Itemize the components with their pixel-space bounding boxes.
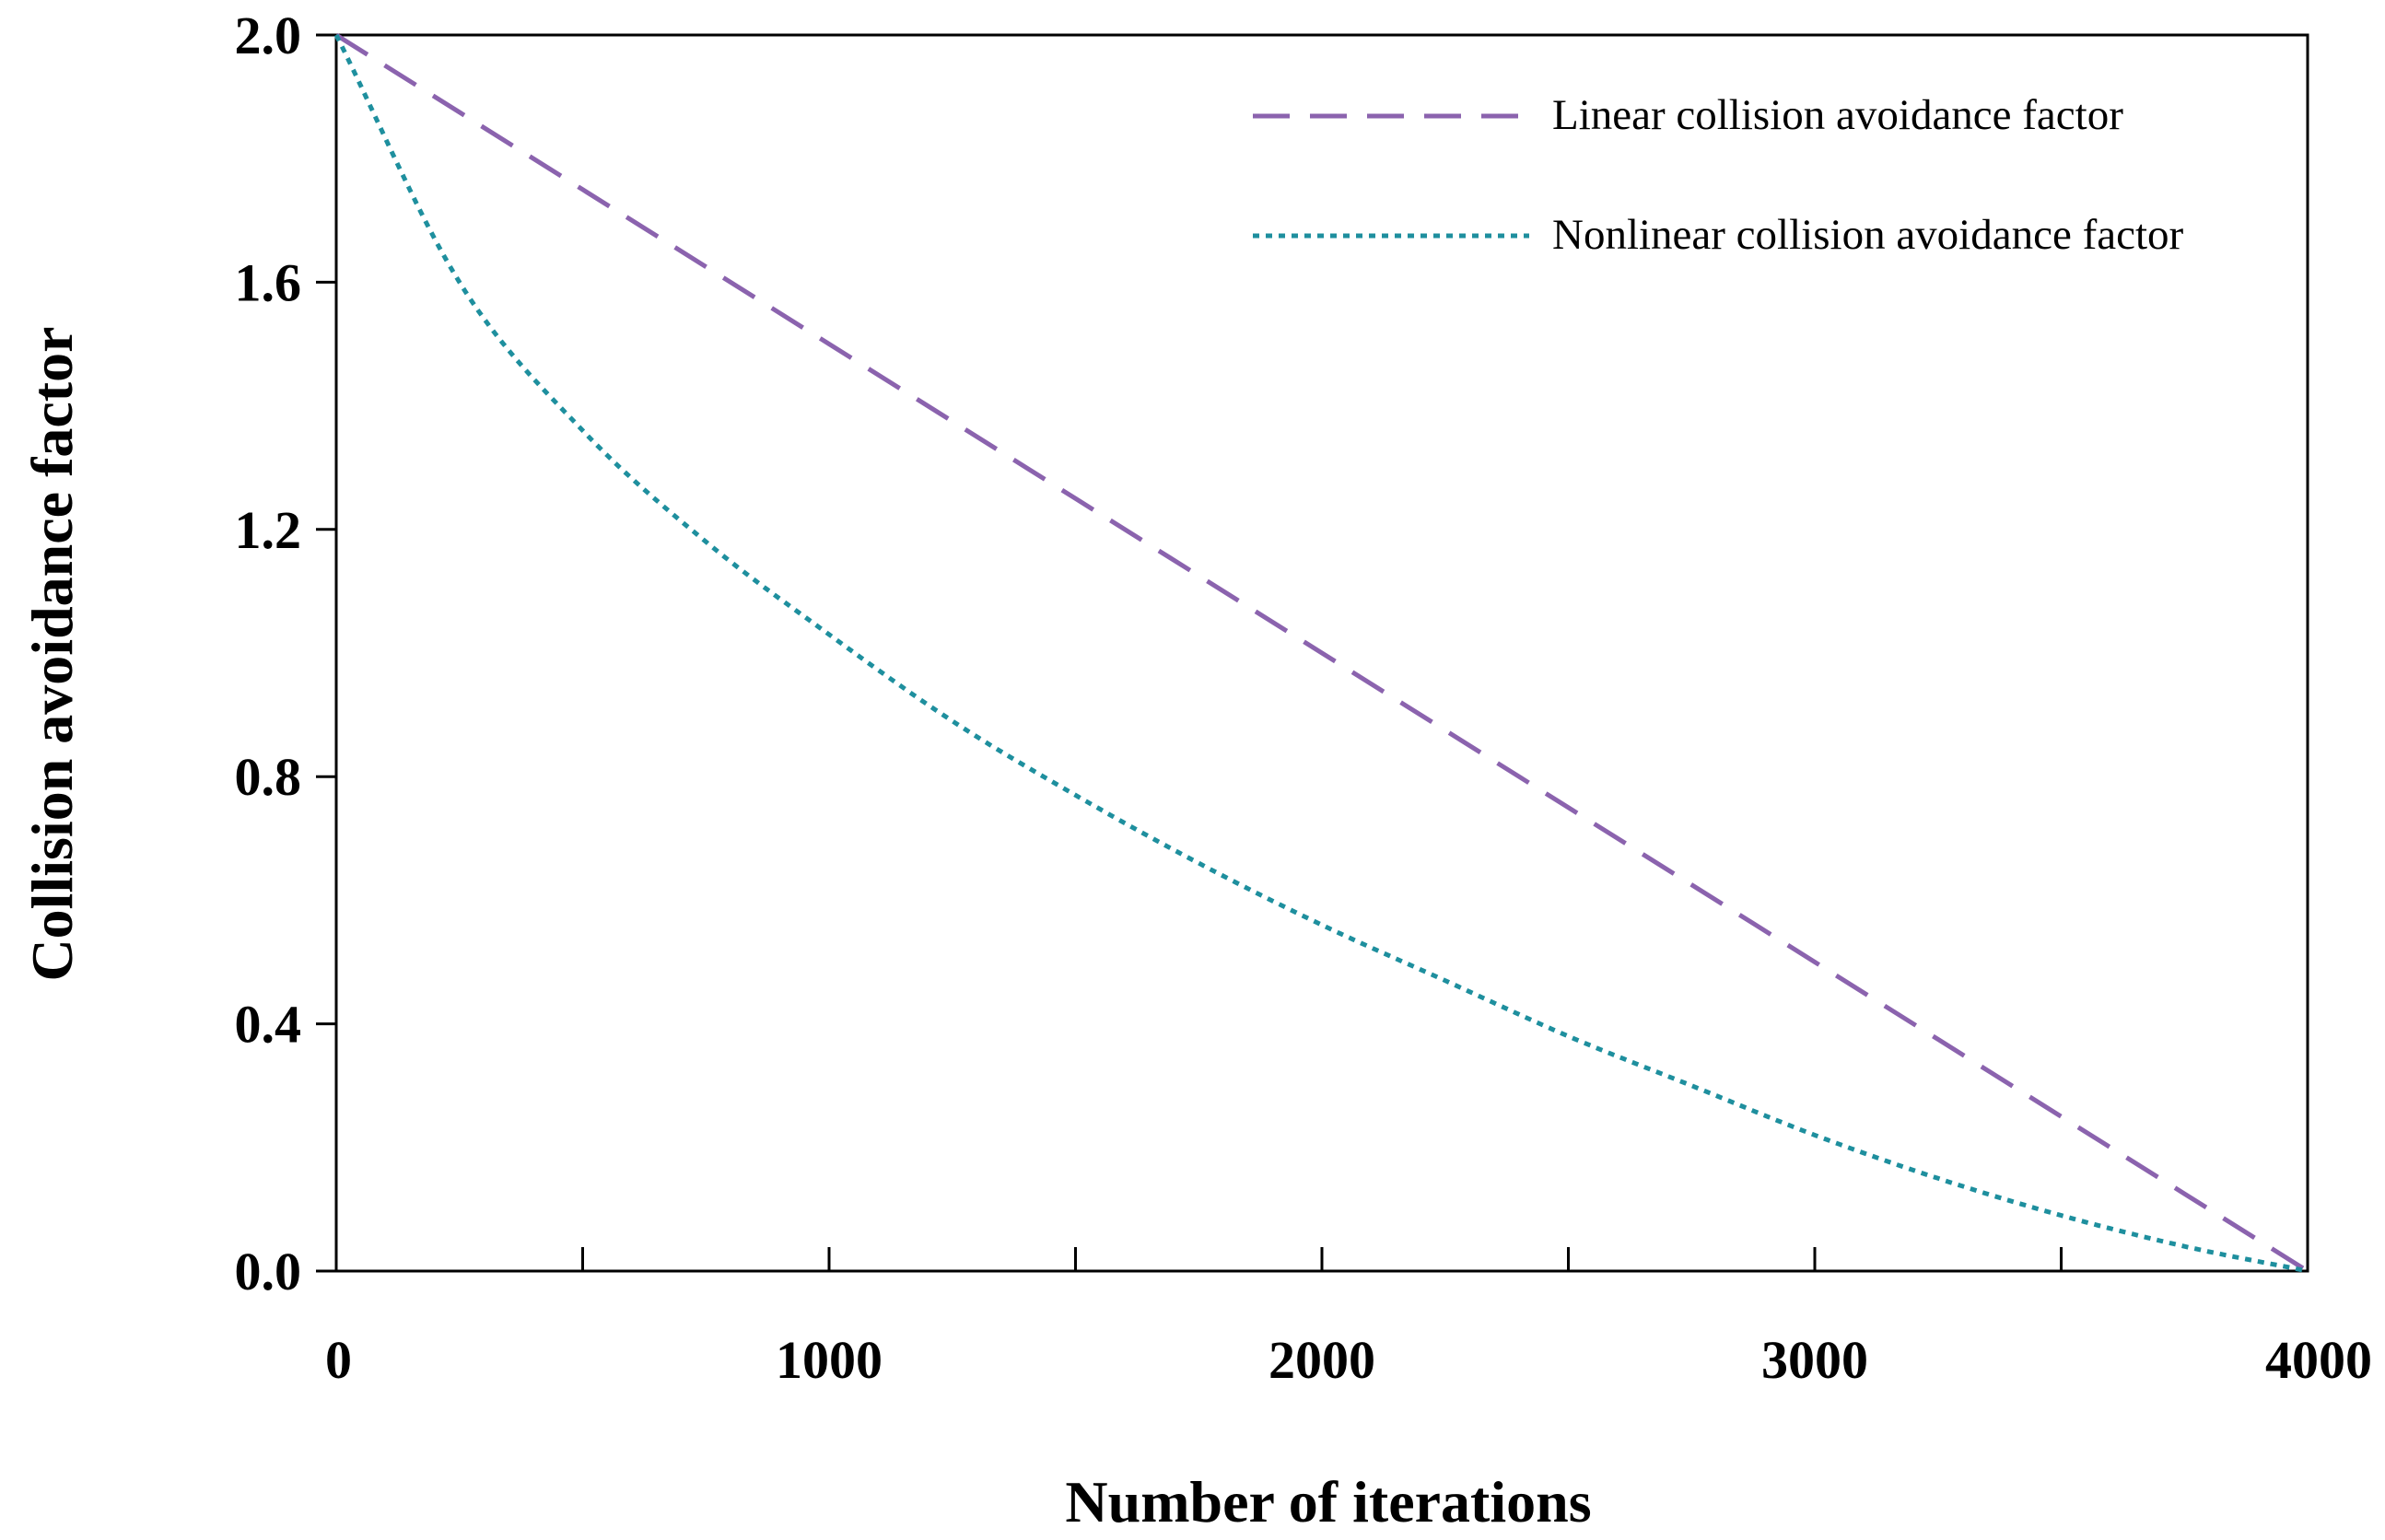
- x-axis-ticks: 0 1000 2000 3000 4000: [325, 1247, 2372, 1390]
- y-tick-label: 1.2: [235, 500, 302, 560]
- y-tick-label: 2.0: [235, 6, 302, 65]
- x-tick-label: 4000: [2265, 1330, 2372, 1390]
- x-tick-label: 1000: [776, 1330, 883, 1390]
- x-axis-title: Number of iterations: [1065, 1469, 1591, 1534]
- y-tick-label: 1.6: [235, 252, 302, 312]
- y-tick-label: 0.4: [235, 995, 302, 1055]
- series-line-nonlinear: [333, 33, 2309, 1274]
- series-line-linear: [334, 32, 2309, 1274]
- legend-label-nonlinear: Nonlinear collision avoidance factor: [1552, 211, 2183, 259]
- legend: Linear collision avoidance factor Nonlin…: [1253, 91, 2183, 259]
- x-tick-label: 3000: [1761, 1330, 1868, 1390]
- legend-label-linear: Linear collision avoidance factor: [1552, 91, 2123, 139]
- series-layer: [333, 32, 2309, 1274]
- y-tick-label: 0.0: [235, 1242, 302, 1301]
- y-tick-label: 0.8: [235, 747, 302, 807]
- x-tick-label: 0: [325, 1330, 352, 1390]
- y-axis-ticks: 0.0 0.4 0.8 1.2 1.6 2.0: [235, 6, 336, 1301]
- y-axis-title: Collision avoidance factor: [19, 326, 85, 981]
- x-tick-label: 2000: [1268, 1330, 1375, 1390]
